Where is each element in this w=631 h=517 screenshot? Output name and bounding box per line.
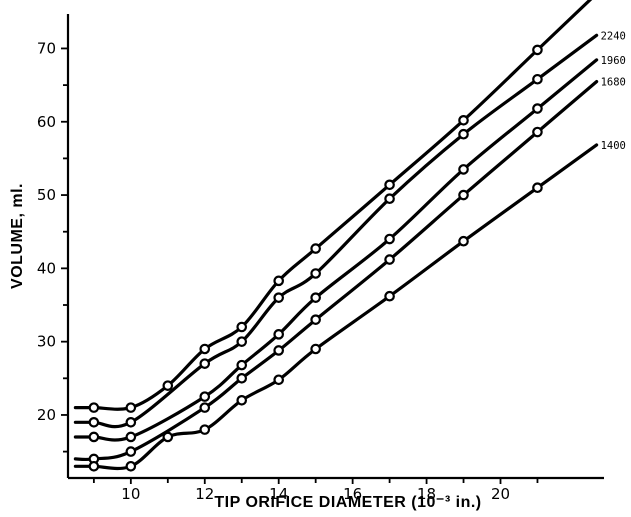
series-label: 1400 psl bbox=[601, 140, 631, 152]
data-point bbox=[384, 254, 395, 265]
series-labels: 2520 psl 2240 psl 1960 psl 1680 psl 1400 psl bbox=[601, 0, 631, 152]
x-tick-label: 18 bbox=[417, 485, 436, 503]
data-point bbox=[532, 103, 543, 114]
data-point bbox=[125, 446, 137, 457]
data-point bbox=[458, 128, 469, 140]
data-point bbox=[88, 416, 100, 428]
y-axis-title: VOLUME, ml. bbox=[9, 183, 26, 289]
data-point bbox=[532, 126, 543, 138]
data-point bbox=[88, 460, 100, 472]
data-point bbox=[384, 290, 395, 302]
data-point bbox=[199, 343, 211, 355]
data-point bbox=[310, 343, 321, 355]
data-point bbox=[236, 321, 248, 333]
data-point bbox=[310, 314, 321, 325]
series-line-3 bbox=[73, 58, 599, 442]
y-tick-label: 30 bbox=[37, 333, 56, 351]
x-tick-label: 10 bbox=[121, 485, 140, 503]
data-point bbox=[273, 329, 285, 340]
data-point bbox=[384, 179, 395, 191]
series-line-4 bbox=[73, 80, 599, 462]
x-tick-label: 20 bbox=[491, 485, 510, 503]
data-point bbox=[125, 416, 137, 428]
data-point bbox=[199, 358, 211, 369]
y-tick-label: 50 bbox=[37, 186, 56, 204]
data-point bbox=[236, 373, 248, 384]
data-point bbox=[310, 292, 321, 303]
x-tick-label: 12 bbox=[195, 485, 214, 503]
data-point bbox=[458, 235, 469, 247]
data-point bbox=[88, 402, 100, 413]
series-label: 1960 psl bbox=[601, 55, 631, 67]
data-point bbox=[125, 460, 137, 472]
data-point bbox=[458, 114, 469, 126]
series-label: 2240 psl bbox=[601, 30, 631, 42]
data-point bbox=[532, 44, 543, 56]
y-tick-label: 40 bbox=[37, 259, 56, 277]
data-point bbox=[273, 275, 285, 287]
x-axis-title: TIP ORIFICE DIAMETER (10⁻³ in.) bbox=[214, 494, 481, 511]
x-tick-label: 14 bbox=[269, 485, 288, 503]
data-point bbox=[384, 193, 395, 205]
series-label: 1680 psl bbox=[601, 77, 631, 89]
data-point bbox=[236, 395, 248, 406]
data-point bbox=[236, 359, 248, 371]
data-point bbox=[199, 424, 211, 435]
x-axis-ticks: 10 12 14 16 18 20 bbox=[92, 478, 539, 503]
series-line-5 bbox=[73, 143, 599, 471]
data-point bbox=[125, 402, 137, 413]
series-line-1 bbox=[73, 0, 593, 411]
data-point bbox=[199, 402, 211, 413]
data-point bbox=[532, 182, 543, 194]
data-point bbox=[384, 233, 395, 245]
x-tick-label: 16 bbox=[343, 485, 362, 503]
data-point bbox=[162, 431, 174, 443]
data-point bbox=[458, 189, 469, 201]
axes bbox=[66, 14, 604, 480]
y-tick-label: 20 bbox=[37, 406, 56, 424]
series-layer bbox=[73, 0, 599, 472]
data-point bbox=[236, 336, 248, 347]
data-point bbox=[273, 345, 285, 356]
data-point bbox=[88, 431, 100, 443]
data-point bbox=[310, 243, 321, 254]
series-label: 2520 psl bbox=[601, 0, 631, 1]
data-point bbox=[310, 268, 321, 279]
data-point bbox=[532, 73, 543, 85]
data-point bbox=[125, 431, 137, 443]
data-point bbox=[273, 292, 285, 303]
data-point bbox=[458, 164, 469, 175]
y-tick-label: 60 bbox=[37, 113, 56, 131]
y-axis-ticks: 20 30 40 50 60 70 bbox=[37, 39, 68, 453]
y-tick-label: 70 bbox=[37, 39, 56, 57]
data-point bbox=[199, 391, 211, 402]
data-point bbox=[162, 380, 174, 391]
data-point bbox=[273, 374, 285, 386]
